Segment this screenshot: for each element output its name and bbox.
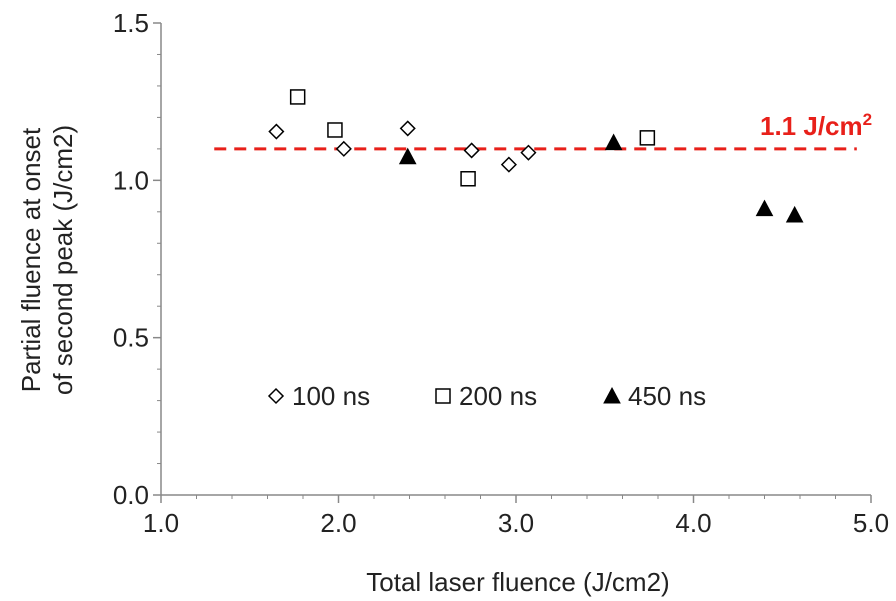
data-point-450-ns-point [604,133,623,151]
x-tick-label: 4.0 [675,508,711,538]
data-point-100-ns-point [463,142,480,159]
data-point-200-ns-point [289,89,306,105]
reference-line-label: 1.1 J/cm2 [760,110,872,141]
axis-labels: Total laser fluence (J/cm2) Partial flue… [16,125,670,597]
x-tick-label: 5.0 [853,508,889,538]
reference-line-group: 1.1 J/cm2 [214,110,872,151]
y-tick-label: 0.0 [113,480,149,510]
legend-label: 450 ns [628,381,706,411]
x-tick-label: 2.0 [320,508,356,538]
data-points [268,89,804,223]
y-tick-label: 1.5 [113,8,149,38]
axes: 0.0 0.5 1.0 1.5 1.0 2.0 3.0 4.0 5.0 [113,8,889,538]
y-axis-label-line-2: of second peak (J/cm2) [48,125,78,395]
legend-marker-200-ns [435,388,451,404]
data-point-100-ns-point [399,120,416,137]
legend-label: 200 ns [459,381,537,411]
x-tick-label: 3.0 [498,508,534,538]
legend: 100 ns 200 ns 450 ns [267,381,706,411]
data-point-100-ns-point [268,123,285,140]
legend-label: 100 ns [292,381,370,411]
legend-marker-450-ns [603,386,621,404]
data-point-100-ns-point [335,140,352,157]
y-tick-label: 0.5 [113,323,149,353]
data-point-100-ns-point [520,144,537,161]
data-point-200-ns-point [460,171,476,187]
data-point-450-ns-point [755,199,774,217]
data-point-100-ns-point [500,156,517,173]
y-tick-label: 1.0 [113,165,149,195]
data-point-200-ns-point [327,122,343,138]
legend-marker-100-ns [267,387,285,405]
x-tick-label: 1.0 [143,508,179,538]
y-axis-label-line-1: Partial fluence at onset [16,127,46,392]
x-axis-label: Total laser fluence (J/cm2) [366,567,669,597]
data-point-200-ns-point [639,130,656,146]
data-point-450-ns-point [785,205,804,223]
data-point-450-ns-point [398,147,417,165]
